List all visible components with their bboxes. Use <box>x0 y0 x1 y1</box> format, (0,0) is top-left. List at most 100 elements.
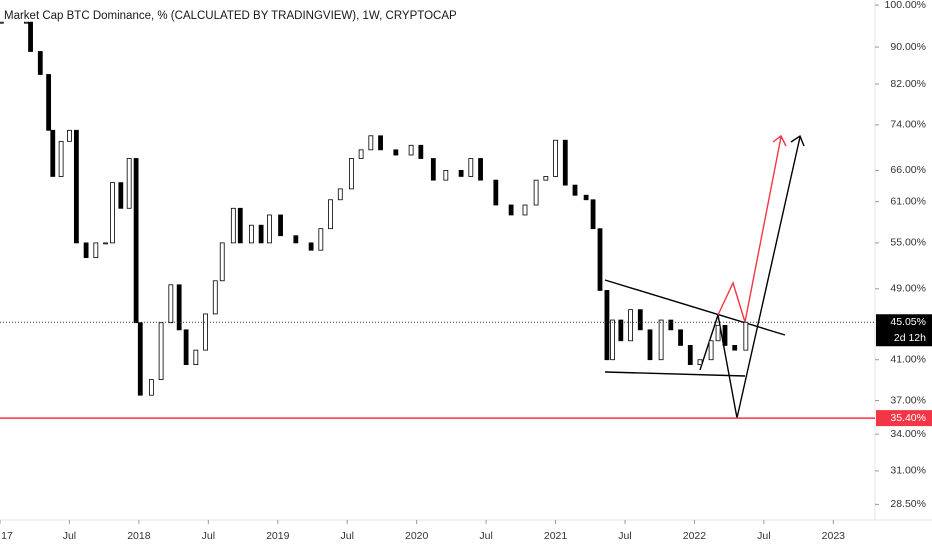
candle <box>628 309 633 342</box>
candle <box>697 359 703 365</box>
candle <box>168 284 174 324</box>
x-tick-label: 17 <box>1 530 13 542</box>
x-tick-label: Jul <box>202 530 215 542</box>
y-tick-label: 55.00% <box>890 237 926 249</box>
trendline <box>604 371 746 377</box>
y-tick-label: 34.00% <box>890 428 926 440</box>
x-tick-label: Jul <box>479 530 492 542</box>
candle <box>678 329 683 346</box>
candle <box>158 322 164 381</box>
x-tick-label: Jul <box>341 530 354 542</box>
candle <box>597 228 603 291</box>
arrow-head <box>772 134 787 147</box>
candle <box>732 345 738 351</box>
candle <box>637 309 643 331</box>
candle <box>133 158 139 324</box>
y-tick-label: 82.00% <box>890 78 926 90</box>
y-tick-label: 66.00% <box>890 164 926 176</box>
candle <box>103 242 108 245</box>
candle <box>468 158 474 177</box>
y-tick-label: 90.00% <box>890 41 926 53</box>
price-tag <box>876 410 932 427</box>
y-tick-label: 31.00% <box>890 465 926 477</box>
y-tick-label: 49.00% <box>890 283 926 295</box>
y-tick-label: 74.00% <box>890 119 926 131</box>
y-tick-label: 28.50% <box>890 498 926 510</box>
candle <box>443 169 449 181</box>
candle <box>50 129 56 177</box>
candle <box>418 144 424 159</box>
projection-path <box>699 136 801 419</box>
candle <box>715 324 721 342</box>
candle <box>610 319 615 361</box>
candle <box>508 204 514 216</box>
candle <box>37 51 43 75</box>
candle <box>308 242 314 251</box>
candle <box>368 135 374 151</box>
x-tick-label: 2022 <box>683 530 707 542</box>
candle <box>230 207 236 244</box>
candle <box>67 129 72 142</box>
candle <box>219 242 225 282</box>
candle <box>393 149 399 156</box>
candle <box>590 199 596 230</box>
candle <box>318 228 324 251</box>
candle <box>430 158 436 181</box>
trendline <box>604 279 786 336</box>
candle <box>337 188 343 201</box>
candle <box>378 135 383 151</box>
candle <box>137 322 143 396</box>
candle <box>358 149 364 159</box>
candle <box>118 182 124 209</box>
y-tick-label: 41.00% <box>890 353 926 365</box>
candle <box>176 284 182 331</box>
candle <box>193 349 199 365</box>
candle <box>668 319 674 331</box>
y-tick-label: 100.00% <box>885 0 926 11</box>
countdown-label: 2d 12h <box>894 332 926 344</box>
candle <box>267 214 272 244</box>
support-label: 35.40% <box>890 412 926 424</box>
candle <box>148 379 154 396</box>
candle <box>572 184 578 196</box>
candle <box>278 214 283 237</box>
x-tick-label: Jul <box>618 530 631 542</box>
candle <box>722 324 728 346</box>
candle <box>562 139 568 186</box>
candle <box>543 176 549 181</box>
candle <box>93 242 99 259</box>
candle <box>258 224 264 244</box>
candle <box>28 21 33 52</box>
candle <box>533 179 539 206</box>
candle <box>493 179 499 206</box>
candle <box>708 340 714 361</box>
candle <box>83 242 89 259</box>
candle <box>212 280 218 315</box>
candle <box>604 290 610 361</box>
y-tick-label: 61.00% <box>890 195 926 207</box>
chart-title: Market Cap BTC Dominance, % (CALCULATED … <box>4 10 457 22</box>
current-price-label: 45.05% <box>890 316 926 328</box>
candle <box>408 144 414 156</box>
candle <box>73 129 79 244</box>
x-tick-label: 2021 <box>544 530 568 542</box>
candle <box>23 21 29 24</box>
candle <box>58 140 64 177</box>
candle <box>126 158 132 209</box>
candle <box>458 169 464 177</box>
projection-path <box>717 136 782 323</box>
x-tick-label: 2018 <box>127 530 151 542</box>
candle <box>478 158 483 181</box>
candle <box>110 182 115 244</box>
price-tag <box>876 314 932 347</box>
candle <box>0 21 4 24</box>
candle <box>553 139 558 177</box>
x-tick-label: 2023 <box>822 530 846 542</box>
x-tick-label: 2020 <box>405 530 429 542</box>
candle <box>293 235 299 244</box>
candle <box>583 194 589 201</box>
candle <box>183 329 189 365</box>
drawings <box>604 134 805 419</box>
x-tick-label: 2019 <box>266 530 290 542</box>
